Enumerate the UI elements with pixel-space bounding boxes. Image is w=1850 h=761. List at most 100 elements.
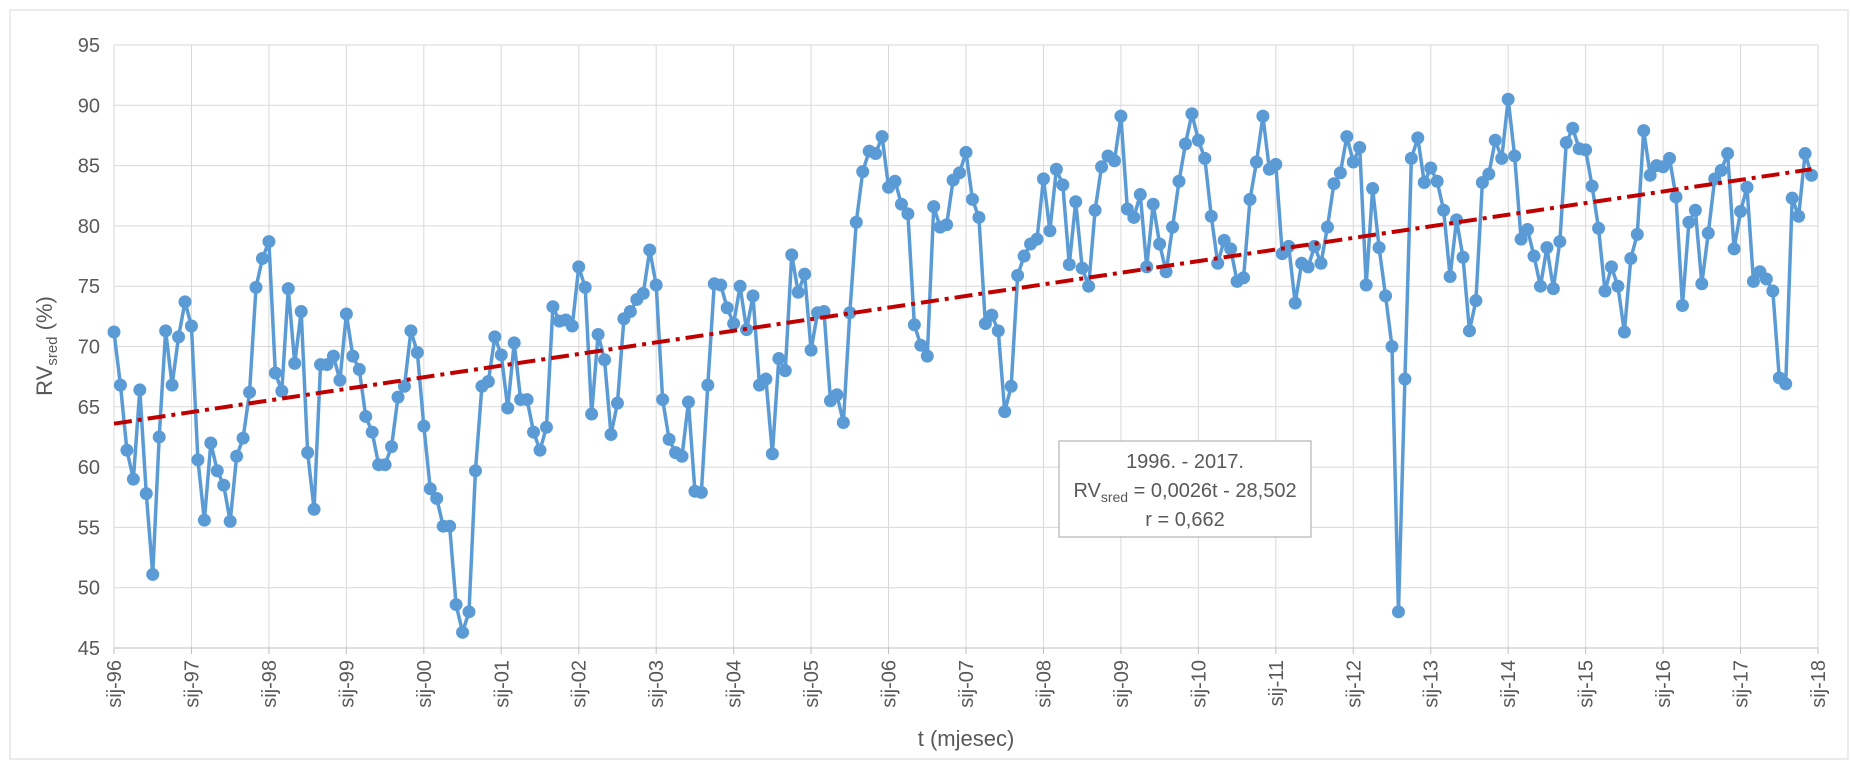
data-point bbox=[1075, 261, 1089, 275]
data-point bbox=[1030, 232, 1044, 246]
data-point bbox=[914, 338, 928, 352]
y-title-sub: sred bbox=[44, 336, 61, 365]
data-point bbox=[172, 330, 186, 344]
data-point bbox=[1482, 167, 1496, 181]
data-point bbox=[1411, 131, 1425, 145]
x-tick-label: sij-02 bbox=[569, 660, 591, 708]
y-tick-label: 75 bbox=[78, 276, 100, 298]
data-point bbox=[449, 598, 463, 612]
data-point bbox=[546, 300, 560, 314]
data-point bbox=[727, 317, 741, 331]
trend-line bbox=[113, 167, 1812, 426]
data-point bbox=[849, 215, 863, 229]
data-point bbox=[714, 278, 728, 292]
data-point bbox=[1546, 282, 1560, 296]
x-tick-label: sij-97 bbox=[181, 660, 203, 708]
data-point bbox=[488, 330, 502, 344]
data-point bbox=[1521, 223, 1535, 237]
data-point bbox=[1372, 241, 1386, 255]
data-point bbox=[1237, 271, 1251, 285]
x-tick-label: sij-08 bbox=[1033, 660, 1055, 708]
data-point bbox=[197, 513, 211, 527]
annotation: 1996. - 2017. RVsred = 0,0026t - 28,502 … bbox=[1058, 440, 1312, 538]
data-point bbox=[1585, 179, 1599, 193]
data-point bbox=[410, 346, 424, 360]
data-point bbox=[1501, 92, 1515, 106]
data-point bbox=[391, 390, 405, 404]
data-point bbox=[1695, 277, 1709, 291]
data-point bbox=[533, 443, 547, 457]
data-point bbox=[417, 419, 431, 433]
annotation-sub: sred bbox=[1101, 489, 1128, 505]
data-point bbox=[1798, 147, 1812, 161]
data-point bbox=[1805, 168, 1819, 182]
y-axis-title: RVsred (%) bbox=[32, 296, 61, 396]
x-tick-label: sij-10 bbox=[1188, 660, 1210, 708]
data-point bbox=[139, 487, 153, 501]
data-point bbox=[623, 305, 637, 319]
data-point bbox=[804, 343, 818, 357]
data-point bbox=[920, 349, 934, 363]
annotation-line: r = 0,662 bbox=[1145, 509, 1225, 531]
data-point bbox=[1346, 155, 1360, 169]
chart-frame bbox=[9, 9, 1849, 760]
data-point bbox=[1133, 188, 1147, 202]
data-point bbox=[836, 415, 850, 429]
x-tick-label: sij-03 bbox=[646, 660, 668, 708]
data-point bbox=[1624, 251, 1638, 265]
data-point bbox=[746, 289, 760, 303]
x-tick-label: sij-01 bbox=[491, 660, 513, 708]
data-point bbox=[1153, 237, 1167, 251]
data-point bbox=[501, 401, 515, 415]
data-point bbox=[1011, 268, 1025, 282]
data-point bbox=[133, 383, 147, 397]
y-title-rest: (%) bbox=[32, 296, 57, 336]
data-point bbox=[152, 430, 166, 444]
data-point bbox=[598, 353, 612, 367]
data-point bbox=[643, 243, 657, 257]
data-point bbox=[481, 374, 495, 388]
data-point bbox=[1462, 324, 1476, 338]
data-point bbox=[1488, 133, 1502, 147]
data-point bbox=[191, 453, 205, 467]
plot-area: 45 50 55 60 65 70 75 80 85 90 95 sij-96 sij-97 sij-98… bbox=[78, 35, 1830, 708]
data-point bbox=[1527, 249, 1541, 263]
data-point bbox=[1185, 107, 1199, 121]
x-tick-label: sij-99 bbox=[336, 660, 358, 708]
data-point bbox=[520, 393, 534, 407]
data-point bbox=[1017, 249, 1031, 263]
data-point bbox=[894, 197, 908, 211]
x-tick-label: sij-17 bbox=[1731, 660, 1753, 708]
data-point bbox=[888, 174, 902, 188]
data-point bbox=[462, 605, 476, 619]
data-point bbox=[301, 446, 315, 460]
data-point bbox=[494, 348, 508, 362]
data-point bbox=[1430, 174, 1444, 188]
data-point bbox=[378, 458, 392, 472]
x-axis-title: t (mjesec) bbox=[918, 726, 1015, 751]
data-point bbox=[456, 625, 470, 639]
data-point bbox=[1417, 175, 1431, 189]
x-tick-label: sij-04 bbox=[724, 660, 746, 708]
y-tick-label: 95 bbox=[78, 35, 100, 57]
data-point bbox=[720, 301, 734, 315]
y-tick-label: 50 bbox=[78, 578, 100, 600]
data-point bbox=[1559, 136, 1573, 150]
data-point bbox=[217, 478, 231, 492]
data-point bbox=[681, 395, 695, 409]
data-point bbox=[1327, 177, 1341, 191]
x-tick-label: sij-13 bbox=[1421, 660, 1443, 708]
data-point bbox=[1062, 257, 1076, 271]
data-point bbox=[275, 384, 289, 398]
x-tick-label: sij-15 bbox=[1576, 660, 1598, 708]
x-tick-label: sij-18 bbox=[1808, 660, 1830, 708]
data-point bbox=[1088, 203, 1102, 217]
data-point bbox=[991, 324, 1005, 338]
data-point bbox=[1359, 278, 1373, 292]
data-point bbox=[604, 428, 618, 442]
data-point bbox=[1766, 284, 1780, 298]
data-point bbox=[230, 449, 244, 463]
data-point bbox=[856, 165, 870, 179]
data-point bbox=[107, 325, 121, 339]
data-point bbox=[940, 218, 954, 232]
